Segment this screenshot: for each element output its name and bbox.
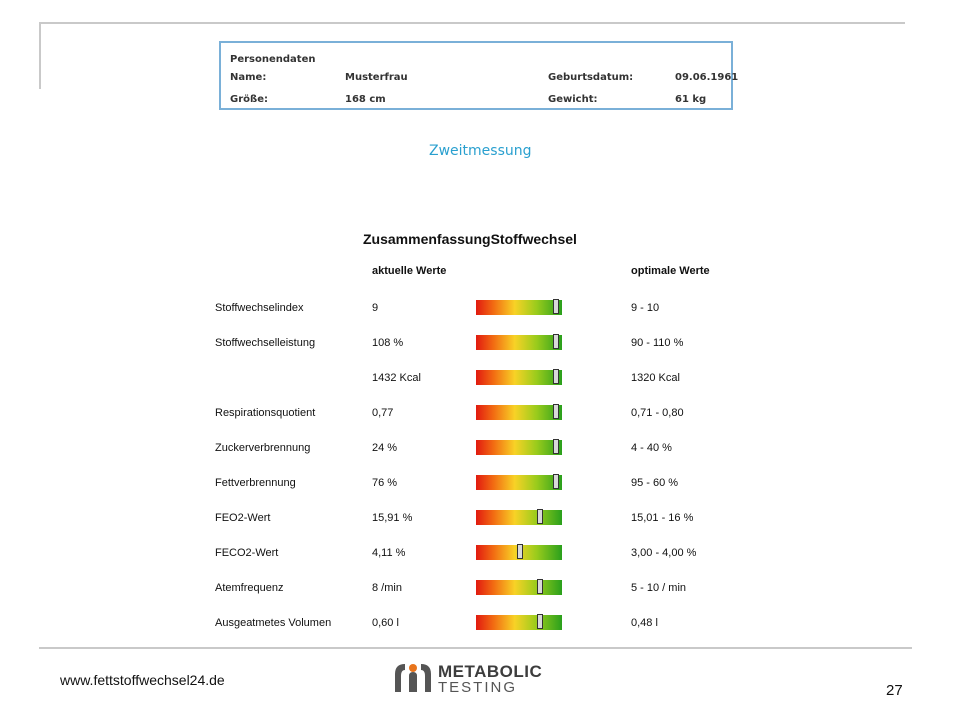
logo-text-metabolic: METABOLIC	[438, 662, 543, 681]
metric-label: Stoffwechselleistung	[215, 337, 316, 349]
level-bar	[476, 544, 562, 560]
level-marker	[553, 369, 559, 384]
level-bar	[476, 579, 562, 595]
name-label: Name:	[230, 72, 267, 83]
slide-frame-top	[39, 22, 905, 24]
page-number: 27	[886, 682, 903, 699]
measurement-subtitle: Zweitmessung	[429, 143, 532, 159]
level-marker	[553, 334, 559, 349]
metric-optimal: 15,01 - 16 %	[631, 512, 694, 524]
metric-value: 9	[372, 302, 379, 314]
logo-text-testing: TESTING	[438, 679, 518, 696]
weight-label: Gewicht:	[548, 94, 598, 105]
level-bar	[476, 474, 562, 490]
height-value: 168 cm	[345, 94, 386, 105]
level-marker	[537, 614, 543, 629]
metric-optimal: 95 - 60 %	[631, 477, 679, 489]
summary-title: ZusammenfassungStoffwechsel	[363, 231, 577, 247]
metric-optimal: 4 - 40 %	[631, 442, 672, 454]
metric-value: 0,60 l	[372, 617, 399, 629]
level-marker	[553, 404, 559, 419]
metabolic-logo-icon	[395, 664, 431, 692]
level-bar	[476, 404, 562, 420]
level-marker	[553, 299, 559, 314]
slide-frame-left	[39, 22, 41, 89]
level-marker	[553, 474, 559, 489]
person-data-box: Personendaten Name: Musterfrau Geburtsda…	[219, 41, 738, 110]
metric-value: 76 %	[372, 477, 398, 489]
metric-optimal: 3,00 - 4,00 %	[631, 547, 697, 559]
metric-label: Stoffwechselindex	[215, 302, 304, 314]
metric-optimal: 9 - 10	[631, 302, 660, 314]
level-bar	[476, 369, 562, 385]
metric-optimal: 0,48 l	[631, 617, 658, 629]
metric-value: 15,91 %	[372, 512, 413, 524]
metric-label: FEO2-Wert	[215, 512, 271, 524]
metric-label: Ausgeatmetes Volumen	[215, 617, 332, 629]
metric-row: Zuckerverbrennung 24 % 4 - 40 %	[0, 439, 960, 460]
metric-value: 0,77	[372, 407, 394, 419]
metric-row: Stoffwechselindex 9 9 - 10	[0, 299, 960, 320]
metric-row: Ausgeatmetes Volumen 0,60 l 0,48 l	[0, 614, 960, 635]
level-marker	[537, 579, 543, 594]
metric-label: Fettverbrennung	[215, 477, 296, 489]
level-marker	[553, 439, 559, 454]
metric-value: 8 /min	[372, 582, 402, 594]
metric-row: 1432 Kcal 1320 Kcal	[0, 369, 960, 390]
height-label: Größe:	[230, 94, 268, 105]
birthdate-label: Geburtsdatum:	[548, 72, 634, 83]
metric-row: Fettverbrennung 76 % 95 - 60 %	[0, 474, 960, 495]
metric-label: Zuckerverbrennung	[215, 442, 311, 454]
level-bar	[476, 614, 562, 630]
metric-row: FECO2-Wert 4,11 % 3,00 - 4,00 %	[0, 544, 960, 565]
metric-value: 108 %	[372, 337, 404, 349]
metric-label: Atemfrequenz	[215, 582, 284, 594]
metric-value: 24 %	[372, 442, 398, 454]
metric-label: Respirationsquotient	[215, 407, 316, 419]
footer-url: www.fettstoffwechsel24.de	[60, 672, 225, 688]
slide-frame-bottom	[39, 647, 912, 649]
header-optimal-values: optimale Werte	[631, 265, 710, 277]
metric-row: Atemfrequenz 8 /min 5 - 10 / min	[0, 579, 960, 600]
metric-optimal: 5 - 10 / min	[631, 582, 687, 594]
level-bar	[476, 334, 562, 350]
name-value: Musterfrau	[345, 72, 408, 83]
metric-label: FECO2-Wert	[215, 547, 279, 559]
level-marker	[537, 509, 543, 524]
level-bar	[476, 509, 562, 525]
metric-value: 4,11 %	[372, 547, 406, 559]
level-bar	[476, 299, 562, 315]
metric-value: 1432 Kcal	[372, 372, 421, 384]
birthdate-value: 09.06.1961	[675, 72, 739, 83]
header-actual-values: aktuelle Werte	[372, 265, 447, 277]
metric-optimal: 90 - 110 %	[631, 337, 684, 349]
metric-row: Respirationsquotient 0,77 0,71 - 0,80	[0, 404, 960, 425]
metric-optimal: 0,71 - 0,80	[631, 407, 684, 419]
person-data-title: Personendaten	[230, 54, 316, 65]
metric-row: Stoffwechselleistung 108 % 90 - 110 %	[0, 334, 960, 355]
level-bar	[476, 439, 562, 455]
metric-row: FEO2-Wert 15,91 % 15,01 - 16 %	[0, 509, 960, 530]
metabolic-testing-logo: METABOLIC TESTING	[393, 658, 573, 698]
level-marker	[517, 544, 523, 559]
weight-value: 61 kg	[675, 94, 707, 105]
metric-optimal: 1320 Kcal	[631, 372, 680, 384]
